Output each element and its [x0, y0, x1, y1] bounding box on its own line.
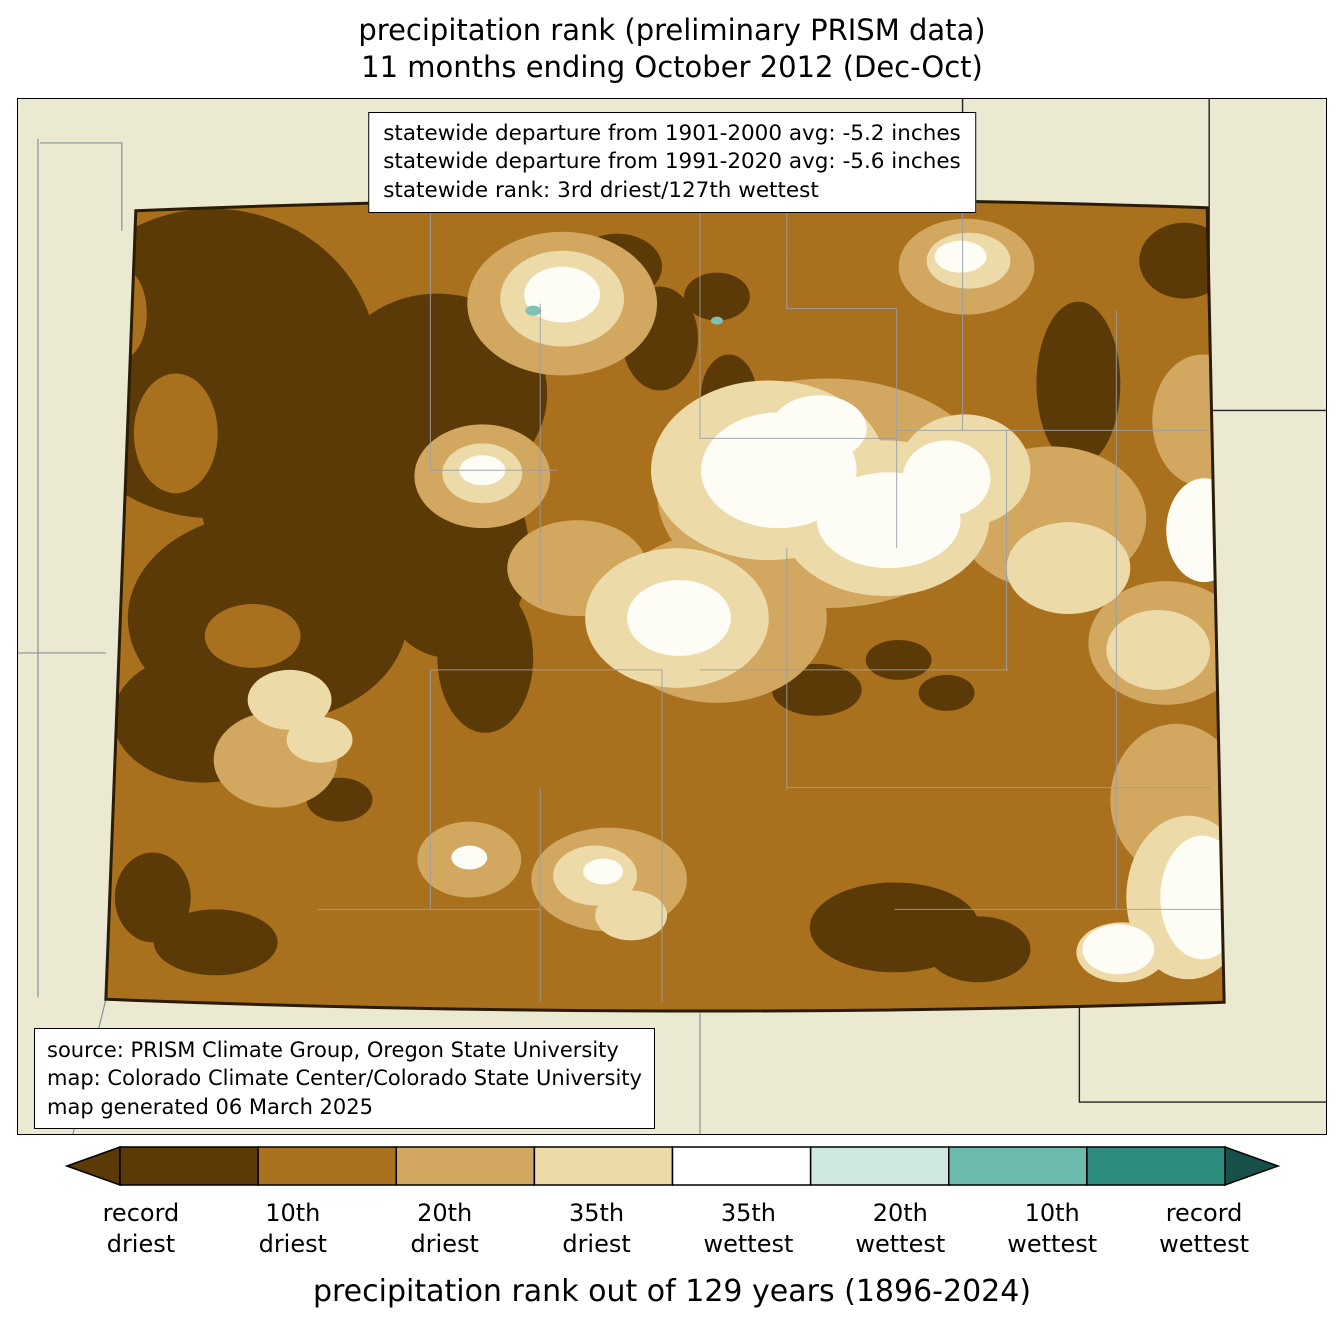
- colorbar-segment-20th-wettest: [809, 1146, 950, 1186]
- colorbar-segment-record-driest: [119, 1146, 259, 1186]
- colorbar-label: record wettest: [1128, 1198, 1280, 1259]
- colorado-precipitation-map: [18, 99, 1326, 1134]
- statewide-stats-box: statewide departure from 1901-2000 avg: …: [368, 112, 976, 214]
- county-borders: [317, 199, 1223, 1003]
- colorbar-labels: record driest 10th driest 20th driest 35th drie…: [65, 1198, 1280, 1259]
- colorbar-label-bottom: wettest: [1159, 1229, 1250, 1258]
- colorbar-right-arrow: [1224, 1146, 1280, 1186]
- colorbar-segment-35th-wettest: [671, 1146, 812, 1186]
- colorbar-label-top: 10th: [265, 1199, 321, 1227]
- colorbar-label: 10th wettest: [976, 1198, 1128, 1259]
- source-line: map: Colorado Climate Center/Colorado St…: [47, 1066, 642, 1091]
- source-line: source: PRISM Climate Group, Oregon Stat…: [47, 1037, 619, 1062]
- colorbar-label-bottom: driest: [562, 1229, 631, 1258]
- colorbar-segment-35th-driest: [533, 1146, 674, 1186]
- colorbar-segment-record-wettest: [1086, 1146, 1226, 1186]
- colorbar-label: 20th wettest: [824, 1198, 976, 1259]
- title-line2: 11 months ending October 2012 (Dec-Oct): [361, 50, 983, 85]
- precipitation-rank-fills: [105, 199, 1225, 1012]
- colorbar-label: 35th wettest: [673, 1198, 825, 1259]
- colorbar-label: record driest: [65, 1198, 217, 1259]
- title-line1: precipitation rank (preliminary PRISM da…: [358, 13, 986, 47]
- colorbar-label-bottom: driest: [258, 1229, 328, 1258]
- colorbar-left-arrow: [65, 1146, 121, 1186]
- figure-title: precipitation rank (preliminary PRISM da…: [0, 12, 1344, 86]
- colorbar-label-bottom: wettest: [1007, 1229, 1098, 1258]
- wet-spots: [525, 305, 723, 325]
- colorbar-segment-10th-wettest: [948, 1146, 1088, 1186]
- colorbar-label-bottom: driest: [106, 1229, 176, 1258]
- colorbar-label-bottom: wettest: [703, 1229, 794, 1258]
- colorbar-svg: [65, 1146, 1280, 1186]
- colorbar-label-top: record: [102, 1199, 180, 1227]
- colorbar-label: 20th driest: [369, 1198, 521, 1259]
- colorbar-label: 35th driest: [521, 1198, 673, 1259]
- colorbar-segment-20th-driest: [395, 1146, 536, 1186]
- source-line: map generated 06 March 2025: [47, 1094, 374, 1119]
- colorbar-label-bottom: driest: [410, 1229, 479, 1258]
- colorbar-label-top: 35th: [568, 1199, 625, 1227]
- stats-line: statewide departure from 1991-2020 avg: …: [383, 149, 961, 175]
- colorbar-caption: precipitation rank out of 129 years (189…: [312, 1274, 1032, 1309]
- stats-line: statewide rank: 3rd driest/127th wettest: [383, 177, 819, 203]
- colorbar-label-top: 20th: [417, 1199, 473, 1227]
- source-credit-box: source: PRISM Climate Group, Oregon Stat…: [34, 1027, 655, 1129]
- colorbar-label-top: 35th: [720, 1199, 777, 1227]
- colorbar-label-bottom: wettest: [855, 1229, 946, 1258]
- colorbar-label-top: 20th: [872, 1199, 928, 1227]
- colorbar-label-top: 10th: [1024, 1199, 1080, 1227]
- stats-line: statewide departure from 1901-2000 avg: …: [383, 121, 961, 146]
- colorbar-segment-10th-driest: [257, 1146, 397, 1186]
- map-frame: statewide departure from 1901-2000 avg: …: [17, 98, 1327, 1135]
- colorbar-label: 10th driest: [217, 1198, 369, 1259]
- colorbar-label-top: record: [1165, 1199, 1243, 1227]
- colorbar: [65, 1146, 1280, 1186]
